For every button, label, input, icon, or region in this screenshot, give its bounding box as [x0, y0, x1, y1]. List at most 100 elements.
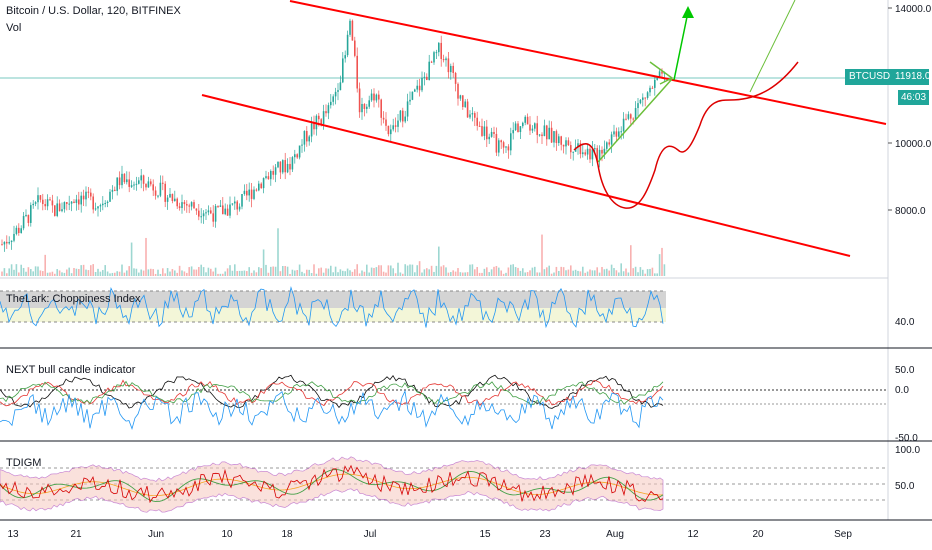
candle-body-96	[231, 203, 234, 205]
volume-bar-216	[519, 270, 522, 276]
volume-bar-178	[428, 269, 430, 276]
candle-body-159	[382, 117, 385, 120]
candle-body-79	[190, 202, 193, 207]
candle-body-238	[572, 151, 574, 153]
volume-bar-131	[315, 273, 318, 276]
volume-bar-115	[277, 228, 279, 276]
candle-body-274	[658, 71, 661, 79]
volume-bar-218	[524, 272, 526, 276]
candle-body-191	[459, 95, 462, 99]
volume-bar-16	[39, 270, 42, 276]
volume-bar-118	[284, 265, 286, 276]
candle-body-33	[80, 195, 82, 205]
volume-bar-66	[159, 273, 162, 276]
tdi-pane-label: TDIGM	[6, 457, 42, 469]
volume-bar-27	[66, 269, 68, 276]
volume-bar-169	[406, 265, 409, 276]
candle-body-83	[200, 216, 202, 218]
candle-body-196	[471, 113, 474, 115]
candle-body-11	[27, 214, 30, 223]
candle-body-232	[558, 136, 560, 144]
candle-body-164	[394, 125, 397, 127]
volume-bar-103	[248, 267, 250, 276]
candle-body-100	[241, 193, 243, 207]
time-tick-label-2: Jun	[148, 529, 164, 540]
candle-body-24	[58, 203, 61, 212]
candle-body-129	[310, 123, 313, 137]
volume-bar-275	[661, 247, 663, 276]
volume-bar-67	[162, 268, 164, 276]
volume-bar-166	[399, 272, 402, 276]
candle-body-29	[70, 201, 73, 204]
candle-body-124	[298, 145, 301, 158]
volume-bar-20	[49, 272, 51, 276]
candle-body-136	[327, 105, 330, 114]
candle-body-241	[579, 143, 582, 155]
tdi-red-line	[0, 464, 664, 504]
candle-body-155	[373, 93, 375, 101]
candle-body-67	[162, 182, 164, 184]
candle-body-93	[224, 208, 226, 215]
volume-bar-146	[351, 271, 354, 276]
candle-body-4	[10, 240, 13, 242]
volume-bar-214	[514, 267, 517, 276]
candle-body-9	[22, 216, 25, 229]
candle-body-40	[97, 206, 99, 209]
candle-body-74	[178, 206, 181, 209]
volume-bar-140	[337, 272, 339, 276]
candle-body-128	[308, 136, 310, 142]
price-axis: 14000.0 10000.0 8000.0 40.0 50.0 0.0 -50.0100.…	[888, 4, 932, 492]
candle-body-135	[325, 111, 327, 114]
candle-body-22	[54, 205, 56, 216]
volume-bar-88	[212, 271, 214, 276]
candle-body-92	[222, 205, 224, 215]
channel-upper-line	[289, 0, 887, 125]
volume-bar-61	[147, 269, 150, 276]
candle-body-184	[442, 59, 445, 61]
candle-body-198	[476, 117, 478, 126]
volume-bar-63	[152, 269, 154, 276]
volume-bar-120	[289, 273, 291, 276]
candle-body-54	[130, 185, 133, 187]
candle-body-213	[512, 130, 514, 134]
projection-green-line	[749, 0, 796, 93]
next-indicator-lines	[0, 374, 664, 430]
volume-bar-191	[459, 272, 462, 276]
volume-bar-109	[262, 249, 265, 276]
candle-body-202	[486, 126, 488, 140]
time-tick-label-0: 13	[7, 529, 19, 540]
volume-bar-85	[205, 272, 207, 276]
volume-bar-54	[130, 242, 133, 276]
volume-bar-195	[469, 264, 471, 276]
volume-bar-21	[51, 271, 54, 276]
volume-bar-122	[294, 270, 296, 276]
volume-bar-260	[625, 268, 627, 276]
candle-body-210	[505, 146, 507, 148]
candle-body-89	[214, 206, 217, 222]
candle-body-50	[121, 173, 123, 186]
candle-body-133	[320, 119, 322, 124]
time-tick-label-5: Jul	[364, 529, 377, 540]
candle-body-174	[418, 85, 421, 91]
volume-bar-206	[495, 266, 498, 276]
volume-bar-254	[610, 264, 613, 276]
candle-body-227	[546, 125, 548, 140]
candle-body-48	[116, 177, 118, 191]
volume-bar-30	[73, 267, 75, 276]
candle-body-106	[255, 189, 258, 191]
tdi-band	[0, 456, 664, 513]
candle-body-199	[478, 125, 481, 127]
volume-bar-247	[594, 270, 596, 276]
volume-bar-246	[591, 270, 594, 276]
volume-bar-256	[615, 270, 618, 276]
volume-bar-204	[490, 269, 493, 276]
volume-bar-242	[582, 266, 584, 276]
channel-lower-line	[201, 94, 851, 257]
candle-body-137	[330, 101, 332, 106]
volume-bar-1	[3, 268, 6, 276]
volume-bar-228	[548, 265, 550, 276]
volume-bar-188	[452, 270, 454, 276]
candle-body-209	[502, 142, 505, 148]
candle-body-94	[226, 208, 229, 216]
